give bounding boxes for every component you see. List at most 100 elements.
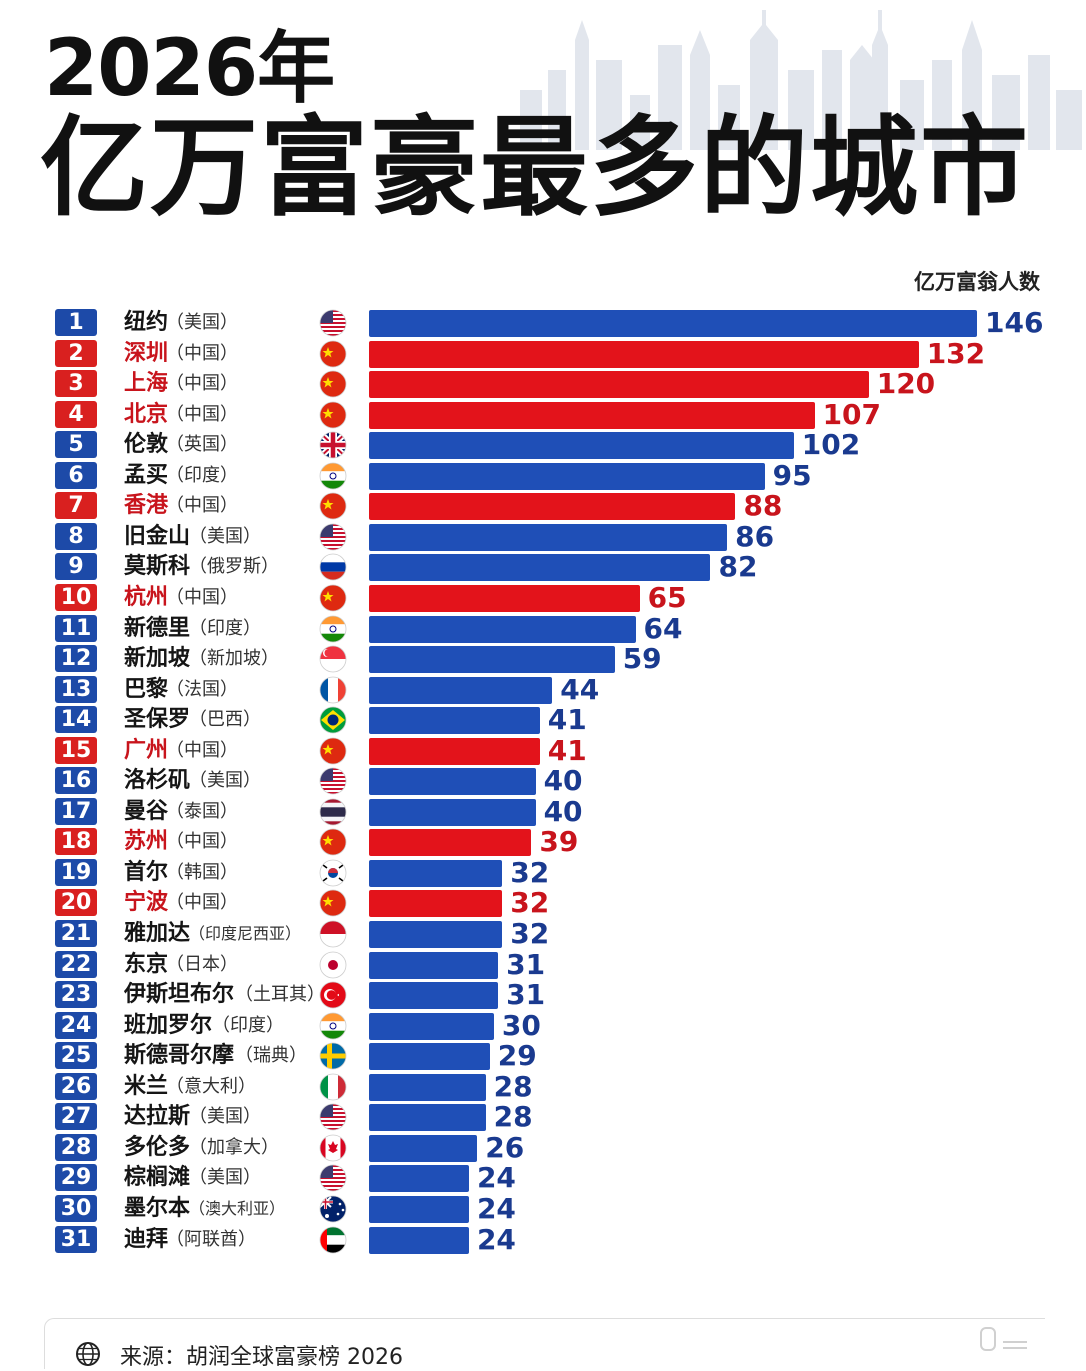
rank-badge: 20 [55,889,97,917]
chart-row: 20 宁波 （中国） 32 [0,888,1086,918]
city-label: 墨尔本 [124,1195,191,1221]
city-label: 宁波 [124,890,169,916]
chart-row: 25 斯德哥尔摩 （瑞典） 29 [0,1041,1086,1071]
canada-flag-icon [319,1134,347,1162]
chart-row: 5 伦敦 （英国） 102 [0,430,1086,460]
country-label: （美国） [189,1106,261,1128]
value-label: 28 [493,1069,533,1103]
rank-badge: 27 [55,1103,97,1131]
chart-title: 亿万富豪最多的城市 [40,106,1031,231]
chart-row: 18 苏州 （中国） 39 [0,827,1086,857]
rank-badge: 7 [55,492,97,520]
value-label: 88 [743,489,783,523]
country-label: （美国） [189,1167,261,1189]
bar [369,1165,469,1193]
chart-row: 9 莫斯科 （俄罗斯） 82 [0,552,1086,582]
indonesia-flag-icon [319,920,347,948]
source-text: 来源：胡润全球富豪榜 2026 [120,1345,403,1370]
country-label: （法国） [166,678,238,700]
bar [369,1012,494,1040]
chart-row: 31 迪拜 （阿联酋） 24 [0,1224,1086,1255]
city-label: 东京 [124,951,169,977]
bar [369,951,499,979]
india-flag-icon [319,615,347,642]
chart-row: 27 达拉斯 （美国） 28 [0,1102,1086,1132]
chart-row: 15 广州 （中国） 41 [0,735,1086,766]
value-label: 132 [926,336,986,370]
rank-badge: 12 [55,645,97,673]
chart-row: 19 首尔 （韩国） 32 [0,857,1086,888]
chart-row: 13 巴黎 （法国） 44 [0,674,1086,705]
bar [369,340,919,368]
bar [369,432,794,460]
country-label: （美国） [189,525,261,547]
france-flag-icon [319,676,347,703]
chart-row: 24 班加罗尔 （印度） 30 [0,1010,1086,1041]
city-label: 雅加达 [124,921,191,946]
country-label: （土耳其） [235,984,325,1006]
rank-badge: 5 [55,431,97,459]
china-flag-icon [319,401,347,429]
usa-flag-icon [319,523,347,551]
chart-row: 7 香港 （中国） 88 [0,491,1086,521]
chart-row: 23 伊斯坦布尔 （土耳其） 31 [0,980,1086,1010]
rank-badge: 21 [55,920,97,947]
rank-badge: 16 [55,767,97,795]
bar [369,921,503,948]
japan-flag-icon [319,951,347,978]
bar [369,1134,478,1162]
singapore-flag-icon [319,645,347,673]
rank-badge: 10 [55,583,97,611]
value-label: 82 [718,550,758,584]
city-label: 广州 [124,737,169,763]
city-label: 纽约 [124,310,169,335]
value-label: 28 [493,1100,533,1134]
rank-badge: 30 [55,1194,97,1222]
city-label: 北京 [124,401,169,427]
bar [369,829,532,857]
value-label: 31 [506,947,546,981]
value-label: 86 [735,519,775,553]
rank-badge: 2 [55,339,97,367]
bar [369,859,503,887]
value-label: 107 [822,397,882,431]
rank-badge: 3 [55,370,97,398]
value-label: 40 [543,764,583,798]
bar [369,676,553,704]
city-label: 苏州 [124,829,169,855]
value-axis-label: 亿万富翁人数 [914,270,1040,294]
value-label: 31 [506,978,546,1012]
value-label: 41 [547,703,587,737]
country-label: （中国） [166,892,238,914]
city-label: 首尔 [124,859,169,885]
china-flag-icon [319,340,347,367]
chart-row: 30 墨尔本 （澳大利亚） 24 [0,1193,1086,1224]
country-label: （意大利） [166,1075,256,1097]
rank-badge: 6 [55,461,97,489]
bar [369,523,728,551]
bar [369,310,977,337]
rank-badge: 25 [55,1042,97,1070]
china-flag-icon [319,492,347,520]
rank-badge: 15 [55,736,97,764]
country-label: （新加坡） [189,648,279,670]
country-label: （印度尼西亚） [189,924,302,943]
watermark-icon [980,1327,1027,1351]
value-label: 29 [497,1039,537,1073]
bar [369,371,869,399]
city-label: 孟买 [124,462,169,488]
rank-badge: 26 [55,1072,97,1100]
country-label: （中国） [166,373,238,395]
country-label: （加拿大） [189,1136,279,1158]
country-label: （中国） [166,342,238,364]
city-label: 新加坡 [124,646,191,672]
bar [369,646,615,674]
chart-row: 12 新加坡 （新加坡） 59 [0,644,1086,674]
usa-flag-icon [319,1103,347,1131]
value-label: 59 [622,642,662,676]
country-label: （俄罗斯） [189,556,279,578]
usa-flag-icon [319,1164,347,1192]
value-label: 24 [476,1161,516,1195]
rank-badge: 23 [55,981,97,1009]
bar [369,982,499,1010]
